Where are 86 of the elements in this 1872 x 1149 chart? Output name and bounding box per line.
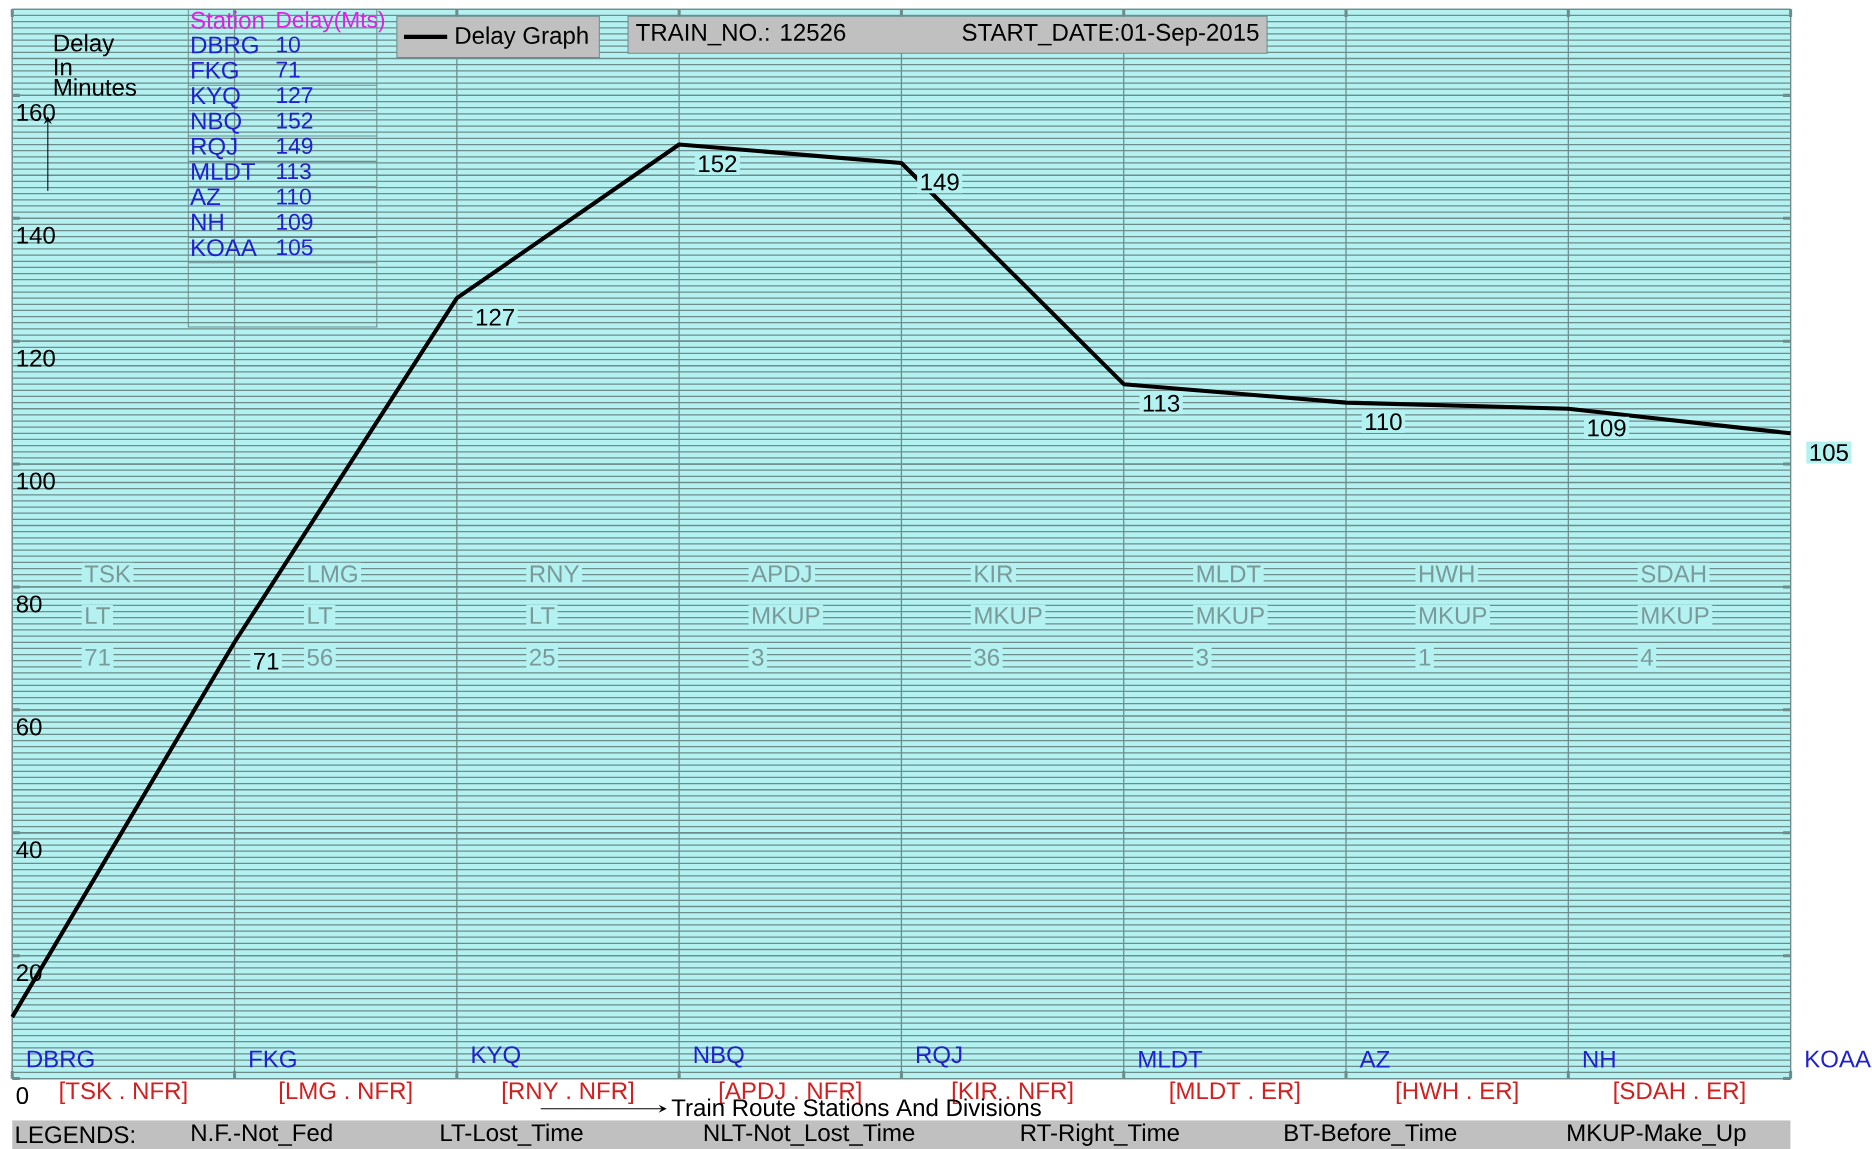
annotation: AZ xyxy=(190,188,221,205)
text: [HWH . ER] xyxy=(1396,1081,1518,1104)
annotation: 127 xyxy=(277,87,313,103)
annotation: NH xyxy=(192,213,223,231)
text: [RNY . NFR] xyxy=(502,1081,634,1104)
text: RT-Right_Time xyxy=(1021,1123,1179,1146)
annotation: HWH xyxy=(1419,565,1474,583)
data-label: 71 xyxy=(253,652,279,670)
annotation: 110 xyxy=(277,188,311,205)
annotation: 149 xyxy=(277,137,313,154)
annotation: 36 xyxy=(974,648,1000,666)
annotation: MLDT xyxy=(192,163,255,180)
data-label: 110 xyxy=(1366,413,1402,431)
annotation: 56 xyxy=(307,648,333,666)
annotation: MKUP xyxy=(1642,607,1709,624)
annotation: FKG xyxy=(192,61,238,79)
text: LEGENDS: xyxy=(16,1126,134,1144)
annotation: Delay(Mts) xyxy=(277,11,385,33)
annotation: 152 xyxy=(277,112,313,129)
y-tick-label: 140 xyxy=(17,226,55,244)
annotation: 25 xyxy=(529,648,555,666)
y-tick-label: 80 xyxy=(16,595,42,613)
y-tick-label: 60 xyxy=(16,718,42,736)
x-tick-label: KOAA xyxy=(1806,1050,1871,1068)
annotation: 71 xyxy=(276,61,300,78)
annotation: DBRG xyxy=(192,36,258,54)
y-tick-label: 40 xyxy=(16,841,42,859)
y-axis-title: Delay In Minutes xyxy=(54,33,137,96)
annotation: RQJ xyxy=(192,137,237,160)
legend-label: Delay Graph xyxy=(456,26,588,49)
annotation: 105 xyxy=(277,239,313,256)
data-label: 113 xyxy=(1143,394,1180,412)
text: BT-Before_Time xyxy=(1285,1123,1457,1146)
y-tick-label: 100 xyxy=(17,472,55,490)
data-label: 109 xyxy=(1588,419,1626,437)
x-tick-label: KYQ xyxy=(472,1046,521,1068)
data-label: 149 xyxy=(921,173,959,191)
text: N.F.-Not_Fed xyxy=(192,1123,332,1146)
annotation: NBQ xyxy=(192,112,242,134)
annotation: LT xyxy=(308,607,333,624)
annotation: Station xyxy=(191,11,264,29)
annotation: 3 xyxy=(752,648,764,666)
data-label: 105 xyxy=(1810,443,1848,461)
annotation: RNY xyxy=(530,565,580,583)
text: [TSK . NFR] xyxy=(60,1081,187,1104)
x-tick-label: RQJ xyxy=(917,1046,962,1068)
annotation: MKUP xyxy=(1197,607,1264,624)
x-tick-label: AZ xyxy=(1359,1050,1390,1068)
annotation: MLDT xyxy=(1197,565,1261,583)
text: [LMG . NFR] xyxy=(279,1081,412,1104)
annotation: 10 xyxy=(277,36,300,53)
annotation: 109 xyxy=(277,213,313,230)
annotation: 3 xyxy=(1196,648,1208,666)
annotation: MKUP xyxy=(975,607,1042,624)
y-tick-label: 120 xyxy=(17,349,55,367)
text: [MLDT . ER] xyxy=(1170,1081,1300,1104)
x-tick-label: DBRG xyxy=(27,1050,94,1068)
text: [SDAH . ER] xyxy=(1614,1081,1745,1104)
text: NLT-Not_Lost_Time xyxy=(704,1123,915,1146)
annotation: 113 xyxy=(277,163,311,180)
data-label: 152 xyxy=(699,155,737,173)
x-tick-label: NBQ xyxy=(694,1046,744,1068)
y-tick-label: 0 xyxy=(16,1087,29,1105)
annotation: 71 xyxy=(85,648,110,666)
y-tick-label: 160 xyxy=(17,103,55,121)
annotation: SDAH xyxy=(1641,565,1706,583)
text: MKUP-Make_Up xyxy=(1568,1123,1746,1146)
text: TRAIN_NO.: 12526 xyxy=(636,23,846,46)
annotation: 1 xyxy=(1419,648,1431,666)
annotation: MKUP xyxy=(1419,607,1487,624)
annotation: APDJ xyxy=(751,565,811,583)
annotation: MKUP xyxy=(753,607,820,624)
x-tick-label: MLDT xyxy=(1139,1050,1203,1068)
annotation: 4 xyxy=(1640,648,1653,666)
annotation: LT xyxy=(530,607,555,624)
text: LT-Lost_Time xyxy=(441,1123,583,1146)
data-label: 127 xyxy=(476,308,514,326)
x-tick-label: NH xyxy=(1583,1050,1615,1068)
annotation: KIR xyxy=(975,565,1013,583)
annotation: KYQ xyxy=(192,87,240,109)
text: START_DATE:01-Sep-2015 xyxy=(962,23,1259,46)
annotation: LT xyxy=(86,607,110,624)
annotation: KOAA xyxy=(192,239,257,257)
annotation: LMG xyxy=(308,565,357,583)
annotation: TSK xyxy=(84,565,131,583)
x-tick-label: FKG xyxy=(250,1050,296,1068)
